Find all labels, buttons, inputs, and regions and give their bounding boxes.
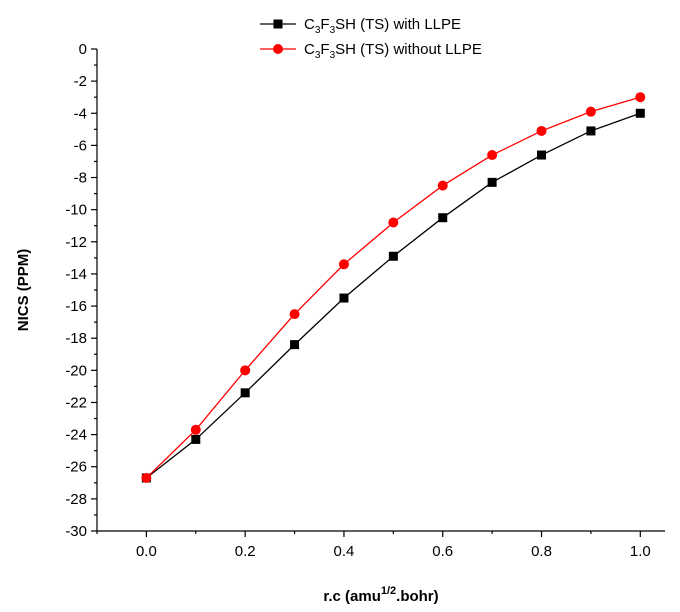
y-axis-title: NICS (PPM) [15, 249, 32, 332]
legend-marker [273, 44, 283, 54]
data-point [240, 388, 250, 398]
legend: C3F3SH (TS) with LLPE C3F3SH (TS) without… [260, 16, 482, 61]
data-point [438, 213, 448, 223]
x-tick-label: 1.0 [630, 543, 651, 560]
data-point [141, 472, 152, 483]
data-point [388, 217, 399, 228]
y-tick-label: -6 [74, 137, 87, 154]
data-point [339, 293, 349, 303]
x-tick-label: 0.6 [432, 543, 453, 560]
data-point [290, 340, 300, 350]
data-point [586, 126, 596, 136]
y-tick-label: 0 [79, 41, 87, 58]
data-point [191, 434, 201, 444]
x-axis-title-tail: .bohr) [396, 588, 439, 605]
series-line [145, 96, 641, 479]
y-tick-label: -12 [65, 234, 87, 251]
y-tick-label: -8 [74, 170, 87, 187]
x-tick-label: 0.4 [334, 543, 355, 560]
x-axis-title-main: r.c (amu [323, 588, 381, 605]
series-1 [141, 108, 645, 483]
axes: 0 -2 -4 -6 -8 -10 -12 -14 -16 -18 -20 -22 -24 -26 -28 -… [65, 41, 665, 560]
legend-label: C3F3SH (TS) without LLPE [304, 41, 482, 61]
data-point [338, 259, 349, 270]
data-point [635, 108, 645, 118]
legend-marker [273, 19, 283, 29]
y-tick-label: -18 [65, 330, 87, 347]
y-tick-label: -28 [65, 491, 87, 508]
data-point [537, 150, 547, 160]
data-point [388, 251, 398, 261]
y-tick-label: -16 [65, 298, 87, 315]
y-tick-label: -10 [65, 202, 87, 219]
x-tick-label: 0.2 [235, 543, 256, 560]
data-point [487, 177, 497, 187]
data-point [536, 125, 547, 136]
series-line [145, 112, 641, 479]
y-tick-label: -22 [65, 394, 87, 411]
y-tick-label: -14 [65, 266, 87, 283]
data-point [240, 365, 251, 376]
data-point [487, 150, 498, 161]
y-tick-label: -24 [65, 427, 87, 444]
data-point [585, 106, 596, 117]
x-tick-label: 0.8 [531, 543, 552, 560]
y-tick-label: -30 [65, 523, 87, 540]
x-axis-title: r.c (amu1/2.bohr) [323, 585, 438, 605]
y-tick-label: -4 [74, 105, 87, 122]
y-tick-label: -26 [65, 459, 87, 476]
series-layer [141, 92, 646, 483]
data-point [190, 424, 201, 435]
y-tick-label: -20 [65, 362, 87, 379]
legend-item: C3F3SH (TS) with LLPE [260, 16, 461, 36]
series-2 [141, 92, 646, 483]
x-tick-label: 0.0 [136, 543, 157, 560]
legend-item: C3F3SH (TS) without LLPE [260, 41, 482, 61]
data-point [635, 92, 646, 103]
data-point [437, 180, 448, 191]
x-axis-title-sup: 1/2 [381, 585, 396, 597]
y-tick-label: -2 [74, 73, 87, 90]
data-point [289, 309, 300, 320]
legend-label: C3F3SH (TS) with LLPE [304, 16, 461, 36]
